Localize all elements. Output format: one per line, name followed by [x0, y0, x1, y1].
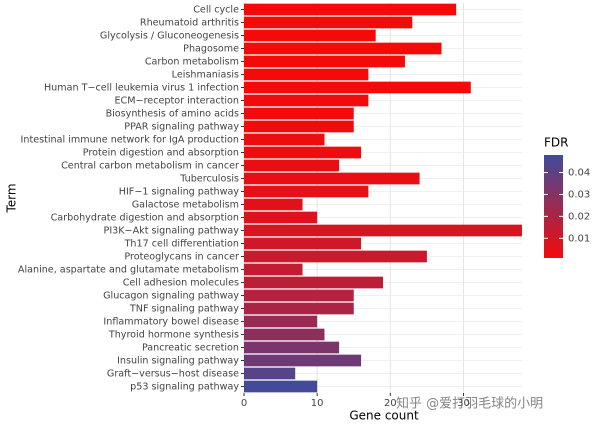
- bar: [244, 55, 405, 68]
- x-axis-title: Gene count: [349, 409, 419, 423]
- bar: [244, 120, 354, 133]
- bar: [244, 302, 354, 315]
- bar: [244, 263, 303, 276]
- y-tick-label: Alanine, aspartate and glutamate metabol…: [18, 265, 239, 276]
- bar: [244, 42, 442, 55]
- y-tick-label: HIF−1 signaling pathway: [119, 187, 240, 198]
- y-tick-label: Phagosome: [183, 44, 239, 55]
- bar: [244, 250, 427, 263]
- x-tick-label: 0: [241, 398, 247, 409]
- bar: [244, 380, 318, 393]
- legend-title: FDR: [544, 136, 568, 150]
- bar: [244, 185, 369, 198]
- x-tick-label: 10: [311, 398, 324, 409]
- y-tick-label: Glucagon signaling pathway: [103, 291, 239, 302]
- x-tick-label: 30: [457, 398, 470, 409]
- bar: [244, 3, 457, 16]
- y-tick-label: Biosynthesis of amino acids: [106, 109, 239, 120]
- y-tick-label: TNF signaling pathway: [129, 304, 239, 315]
- bar: [244, 328, 325, 341]
- y-tick-label: p53 signaling pathway: [130, 382, 239, 393]
- y-tick-label: Human T−cell leukemia virus 1 infection: [44, 83, 239, 94]
- bar: [244, 68, 369, 81]
- bar: [244, 133, 325, 146]
- y-tick-label: Carbohydrate digestion and absorption: [51, 213, 239, 224]
- y-tick-label: Proteoglycans in cancer: [124, 252, 239, 263]
- bar: [244, 172, 420, 185]
- y-tick-label: Inflammatory bowel disease: [103, 317, 239, 328]
- y-tick-label: Carbon metabolism: [145, 57, 239, 68]
- colorbar-tick-label: 0.02: [568, 211, 590, 222]
- y-tick-label: Glycolysis / Gluconeogenesis: [100, 31, 239, 42]
- bar: [244, 107, 354, 120]
- bar: [244, 276, 383, 289]
- bar: [244, 289, 354, 302]
- bar: [244, 159, 340, 172]
- bar: [244, 198, 303, 211]
- colorbar-tick-label: 0.04: [568, 168, 590, 179]
- y-tick-label: Insulin signaling pathway: [117, 356, 239, 367]
- bar: [244, 367, 296, 380]
- y-tick-label: PI3K−Akt signaling pathway: [104, 226, 240, 237]
- bar: [244, 237, 362, 250]
- y-tick-label: Galactose metabolism: [132, 200, 239, 211]
- bar: [244, 211, 318, 224]
- bar: [244, 224, 522, 237]
- colorbar-tick-label: 0.01: [568, 233, 590, 244]
- watermark: 知乎 @爱打羽毛球的小明: [396, 396, 543, 412]
- bar: [244, 81, 471, 94]
- y-tick-label: Graft−versus−host disease: [107, 369, 239, 380]
- y-tick-label: Leishmaniasis: [172, 70, 239, 81]
- bar: [244, 29, 376, 42]
- y-tick-label: Tuberculosis: [179, 174, 239, 185]
- y-tick-label: Cell cycle: [193, 5, 239, 16]
- y-tick-label: Rheumatoid arthritis: [140, 18, 239, 29]
- bar: [244, 146, 362, 159]
- y-tick-label: Pancreatic secretion: [142, 343, 239, 354]
- bar: [244, 94, 369, 107]
- y-tick-label: Protein digestion and absorption: [83, 148, 239, 159]
- bar: [244, 315, 318, 328]
- bar: [244, 16, 413, 29]
- y-tick-label: ECM−receptor interaction: [115, 96, 240, 107]
- y-tick-label: Th17 cell differentiation: [124, 239, 239, 250]
- x-tick-label: 20: [384, 398, 397, 409]
- bar: [244, 354, 362, 367]
- y-tick-label: Cell adhesion molecules: [123, 278, 239, 289]
- y-tick-label: Thyroid hormone synthesis: [108, 330, 239, 341]
- colorbar-tick-label: 0.03: [568, 189, 590, 200]
- bar: [244, 341, 340, 354]
- y-axis-title: Term: [5, 183, 19, 213]
- y-tick-label: Central carbon metabolism in cancer: [61, 161, 239, 172]
- colorbar: [544, 155, 563, 258]
- y-tick-label: Intestinal immune network for IgA produc…: [21, 135, 239, 146]
- y-tick-label: PPAR signaling pathway: [124, 122, 239, 133]
